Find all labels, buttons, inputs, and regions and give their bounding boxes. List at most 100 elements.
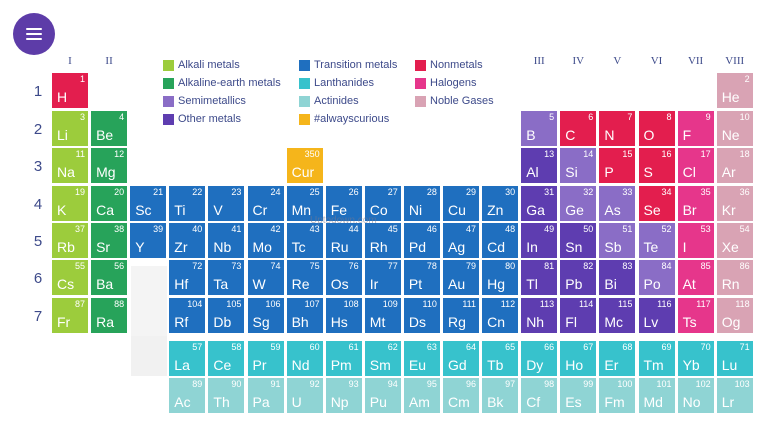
legend-item[interactable]: Lanthanides <box>299 77 374 89</box>
element-tile-og[interactable]: 118 Og <box>716 298 753 333</box>
element-tile-ir[interactable]: 77 Ir <box>364 260 401 295</box>
element-tile-ar[interactable]: 18 Ar <box>716 148 753 183</box>
element-tile-bk[interactable]: 97 Bk <box>482 378 519 413</box>
element-tile-lr[interactable]: 103 Lr <box>716 378 753 413</box>
element-tile-sm[interactable]: 62 Sm <box>364 341 401 376</box>
element-tile-mn[interactable]: 25 Mn <box>286 186 323 221</box>
element-tile-bh[interactable]: 107 Bh <box>286 298 323 333</box>
element-tile-os[interactable]: 76 Os <box>325 260 362 295</box>
element-tile-lv[interactable]: 116 Lv <box>638 298 675 333</box>
element-tile-sb[interactable]: 51 Sb <box>599 223 636 258</box>
element-tile-cd[interactable]: 48 Cd <box>482 223 519 258</box>
element-tile-ba[interactable]: 56 Ba <box>91 260 128 295</box>
element-tile-cu[interactable]: 29 Cu <box>443 186 479 221</box>
element-tile-na[interactable]: 11 Na <box>52 148 88 183</box>
element-tile-cn[interactable]: 112 Cn <box>482 298 519 333</box>
element-tile-hf[interactable]: 72 Hf <box>169 260 206 295</box>
element-tile-er[interactable]: 68 Er <box>599 341 636 376</box>
element-tile-ti[interactable]: 22 Ti <box>169 186 206 221</box>
element-tile-ca[interactable]: 20 Ca <box>91 186 128 221</box>
element-tile-mo[interactable]: 42 Mo <box>247 223 284 258</box>
element-tile-tl[interactable]: 81 Tl <box>521 260 558 295</box>
menu-button[interactable] <box>13 13 55 55</box>
element-tile-nh[interactable]: 113 Nh <box>521 298 558 333</box>
element-tile-co[interactable]: 27 Co <box>364 186 401 221</box>
element-tile-db[interactable]: 105 Db <box>208 298 245 333</box>
element-tile-pu[interactable]: 94 Pu <box>364 378 401 413</box>
element-tile-si[interactable]: 14 Si <box>560 148 597 183</box>
element-tile-dy[interactable]: 66 Dy <box>521 341 558 376</box>
element-tile-sn[interactable]: 50 Sn <box>560 223 597 258</box>
element-tile-ho[interactable]: 67 Ho <box>560 341 597 376</box>
element-tile-cl[interactable]: 17 Cl <box>677 148 714 183</box>
element-tile-yb[interactable]: 70 Yb <box>677 341 714 376</box>
legend-item[interactable]: Nonmetals <box>415 59 483 71</box>
element-tile-fr[interactable]: 87 Fr <box>52 298 88 333</box>
element-tile-nb[interactable]: 41 Nb <box>208 223 245 258</box>
element-tile-mg[interactable]: 12 Mg <box>91 148 128 183</box>
element-tile-u[interactable]: 92 U <box>286 378 323 413</box>
element-tile-po[interactable]: 84 Po <box>638 260 675 295</box>
element-tile-md[interactable]: 101 Md <box>638 378 675 413</box>
element-tile-fe[interactable]: 26 Fe <box>325 186 362 221</box>
element-tile-ta[interactable]: 73 Ta <box>208 260 245 295</box>
element-tile-au[interactable]: 79 Au <box>443 260 479 295</box>
element-tile-rb[interactable]: 37 Rb <box>52 223 88 258</box>
element-tile-in[interactable]: 49 In <box>521 223 558 258</box>
element-tile-rf[interactable]: 104 Rf <box>169 298 206 333</box>
element-tile-bi[interactable]: 83 Bi <box>599 260 636 295</box>
element-tile-pt[interactable]: 78 Pt <box>403 260 440 295</box>
element-tile-es[interactable]: 99 Es <box>560 378 597 413</box>
legend-item[interactable]: Transition metals <box>299 59 397 71</box>
element-tile-rn[interactable]: 86 Rn <box>716 260 753 295</box>
element-tile-th[interactable]: 90 Th <box>208 378 245 413</box>
element-tile-ce[interactable]: 58 Ce <box>208 341 245 376</box>
element-tile-am[interactable]: 95 Am <box>403 378 440 413</box>
element-tile-tm[interactable]: 69 Tm <box>638 341 675 376</box>
element-tile-br[interactable]: 35 Br <box>677 186 714 221</box>
element-tile-eu[interactable]: 63 Eu <box>403 341 440 376</box>
element-tile-np[interactable]: 93 Np <box>325 378 362 413</box>
element-tile-cm[interactable]: 96 Cm <box>443 378 479 413</box>
legend-item[interactable]: Alkali metals <box>163 59 240 71</box>
element-tile-cs[interactable]: 55 Cs <box>52 260 88 295</box>
element-tile-ge[interactable]: 32 Ge <box>560 186 597 221</box>
element-tile-la[interactable]: 57 La <box>169 341 206 376</box>
element-tile-sc[interactable]: 21 Sc <box>130 186 167 221</box>
element-tile-s[interactable]: 16 S <box>638 148 675 183</box>
element-tile-xe[interactable]: 54 Xe <box>716 223 753 258</box>
legend-item[interactable]: Actinides <box>299 95 359 107</box>
element-tile-i[interactable]: 53 I <box>677 223 714 258</box>
element-tile-sr[interactable]: 38 Sr <box>91 223 128 258</box>
element-tile-cr[interactable]: 24 Cr <box>247 186 284 221</box>
element-tile-pd[interactable]: 46 Pd <box>403 223 440 258</box>
element-tile-tb[interactable]: 65 Tb <box>482 341 519 376</box>
element-tile-rh[interactable]: 45 Rh <box>364 223 401 258</box>
element-tile-ts[interactable]: 117 Ts <box>677 298 714 333</box>
element-tile-cf[interactable]: 98 Cf <box>521 378 558 413</box>
element-tile-y[interactable]: 39 Y <box>130 223 167 258</box>
element-tile-zn[interactable]: 30 Zn <box>482 186 519 221</box>
element-tile-re[interactable]: 75 Re <box>286 260 323 295</box>
element-tile-hs[interactable]: 108 Hs <box>325 298 362 333</box>
element-tile-fm[interactable]: 100 Fm <box>599 378 636 413</box>
element-tile-tc[interactable]: 43 Tc <box>286 223 323 258</box>
element-tile-cur[interactable]: 350 Cur <box>286 148 323 183</box>
legend-item[interactable]: Halogens <box>415 77 476 89</box>
element-tile-zr[interactable]: 40 Zr <box>169 223 206 258</box>
element-tile-no[interactable]: 102 No <box>677 378 714 413</box>
element-tile-pm[interactable]: 61 Pm <box>325 341 362 376</box>
element-tile-ru[interactable]: 44 Ru <box>325 223 362 258</box>
element-tile-be[interactable]: 4 Be <box>91 111 128 146</box>
element-tile-pb[interactable]: 82 Pb <box>560 260 597 295</box>
element-tile-lu[interactable]: 71 Lu <box>716 341 753 376</box>
element-tile-fl[interactable]: 114 Fl <box>560 298 597 333</box>
element-tile-hg[interactable]: 80 Hg <box>482 260 519 295</box>
element-tile-ra[interactable]: 88 Ra <box>91 298 128 333</box>
